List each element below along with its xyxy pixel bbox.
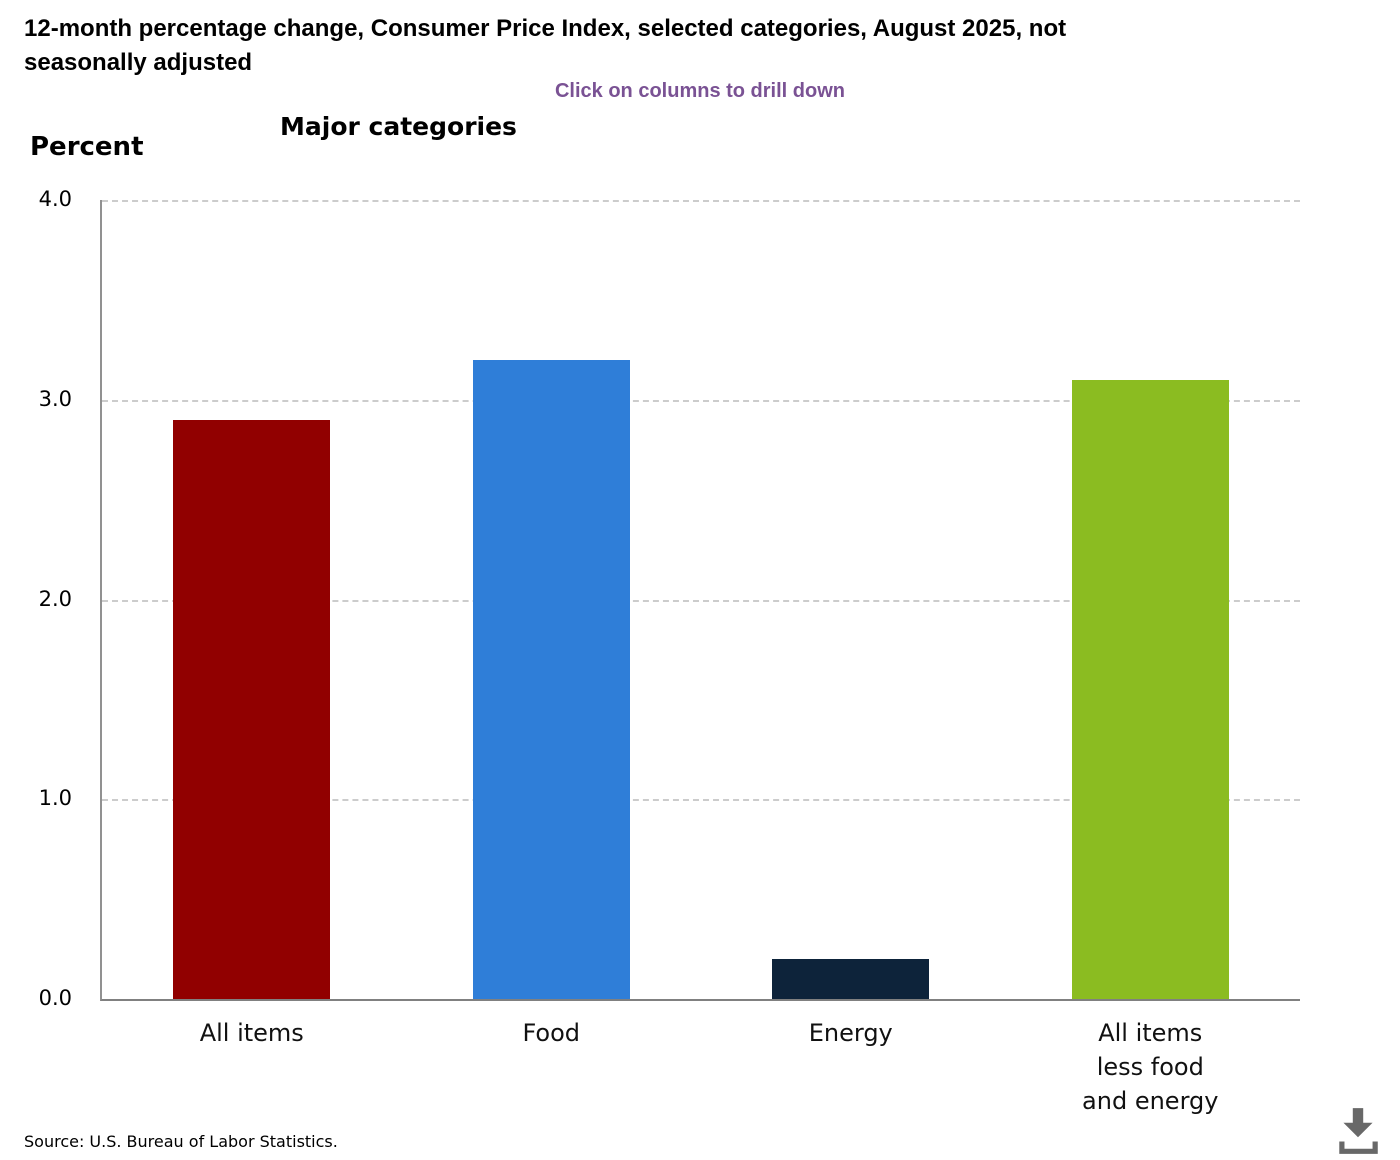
x-label-food: Food — [522, 1019, 581, 1047]
gridline-2.0 — [102, 599, 1300, 602]
download-button[interactable] — [1332, 1104, 1384, 1156]
bar-food[interactable] — [472, 359, 630, 999]
y-tick-label-2.0: 2.0 — [38, 586, 72, 611]
y-axis-title: Percent — [30, 132, 144, 162]
y-tick-label-4.0: 4.0 — [38, 187, 72, 211]
x-label-all-items-less-food-and-energy: All items less food and energy — [1082, 1019, 1219, 1115]
y-tick-label-3.0: 3.0 — [38, 386, 72, 411]
bar-all-items-less-food-and-energy[interactable] — [1071, 379, 1229, 999]
chart-title: 12-month percentage change, Consumer Pri… — [24, 15, 1067, 76]
gridline-1.0 — [102, 799, 1300, 802]
gridline-3.0 — [102, 399, 1300, 402]
download-icon — [1339, 1108, 1378, 1154]
bar-all-items[interactable] — [173, 419, 331, 999]
source-note: Source: U.S. Bureau of Labor Statistics. — [24, 1132, 338, 1151]
x-label-energy: Energy — [808, 1019, 893, 1047]
bar-energy[interactable] — [772, 959, 930, 999]
y-tick-label-0.0: 0.0 — [38, 986, 72, 1010]
y-tick-label-1.0: 1.0 — [38, 786, 72, 811]
x-label-all-items: All items — [199, 1019, 304, 1047]
gridline-4.0 — [102, 200, 1300, 202]
drilldown-hint: Click on columns to drill down — [554, 80, 845, 102]
plot-area — [100, 200, 1300, 1001]
panel-title: Major categories — [280, 112, 517, 141]
